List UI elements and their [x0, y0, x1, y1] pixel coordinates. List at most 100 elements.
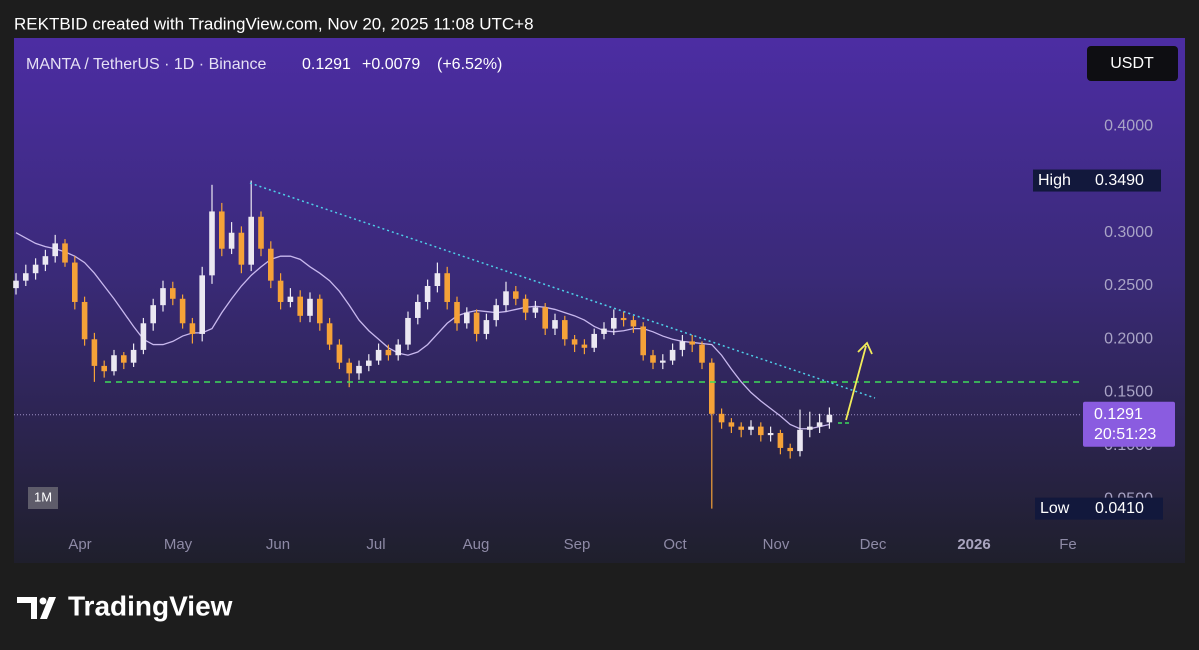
trend-line	[249, 182, 876, 399]
candle-body	[601, 328, 607, 334]
change: +0.0079	[362, 56, 420, 73]
x-tick-label: Jul	[366, 536, 385, 553]
candle-body	[503, 291, 509, 306]
candle-body	[464, 312, 470, 324]
candle-body	[23, 273, 29, 281]
candle-body	[317, 298, 323, 324]
candle-body	[562, 320, 568, 340]
candle-body	[669, 349, 676, 361]
candle-body	[170, 288, 176, 299]
candle-body	[160, 288, 166, 306]
marker-name: High	[1038, 172, 1071, 189]
marker-box	[1033, 169, 1161, 192]
candle-body	[660, 360, 666, 363]
price-tag-box	[1083, 401, 1175, 447]
price-axis: 0.40000.30000.25000.20000.15000.10000.05…	[1033, 117, 1175, 520]
candle-body	[385, 349, 392, 356]
candle-body	[493, 305, 499, 321]
candle-body	[454, 301, 460, 324]
candle-body	[473, 312, 480, 334]
candle-body	[81, 301, 88, 340]
candle-body	[179, 298, 186, 324]
candle-body	[62, 243, 68, 263]
x-tick-label: Fe	[1059, 536, 1077, 553]
candle-body	[307, 298, 313, 316]
marker-value: 0.0410	[1095, 500, 1144, 517]
candle-body	[297, 296, 303, 316]
candle-body	[513, 291, 519, 299]
candle-body	[228, 232, 235, 249]
symbol: MANTA / TetherUS · 1D · Binance	[26, 56, 266, 73]
footer-brand: TradingView	[68, 590, 233, 621]
candle-body	[405, 317, 411, 345]
candle-body	[189, 323, 196, 334]
candle-body	[150, 305, 156, 324]
candle-body	[258, 216, 264, 249]
marker-box	[1035, 497, 1163, 520]
interval-button[interactable]	[28, 487, 58, 509]
candle-body	[826, 414, 833, 423]
candle-body	[797, 429, 803, 452]
plot	[13, 180, 1080, 509]
candle-body	[72, 262, 78, 302]
x-tick-label: Jun	[266, 536, 290, 553]
chart-pane	[14, 38, 1185, 563]
candle-body	[42, 256, 49, 265]
candle-body	[552, 320, 558, 329]
candle-body	[434, 273, 441, 286]
candle-body	[650, 355, 656, 363]
candle-body	[767, 433, 774, 436]
candle-body	[611, 317, 617, 329]
candle-body	[699, 344, 705, 363]
x-tick-label: Oct	[663, 536, 687, 553]
candle-body	[522, 298, 529, 313]
candle-body	[542, 307, 548, 329]
candle-body	[52, 243, 58, 257]
candle-body	[728, 422, 735, 427]
candle-body	[101, 365, 107, 372]
candle-body	[591, 333, 597, 348]
candle-body	[758, 426, 764, 436]
x-tick-label: Dec	[860, 536, 887, 553]
candle-body	[571, 339, 578, 345]
candle-body	[807, 426, 813, 430]
currency-button[interactable]	[1087, 46, 1178, 81]
logo-mark	[17, 597, 56, 619]
change-pct: (+6.52%)	[437, 56, 502, 73]
candle-body	[709, 362, 715, 414]
candle-body	[581, 344, 588, 348]
x-tick-label: Aug	[463, 536, 490, 553]
candle-body	[640, 326, 646, 356]
candle-body	[620, 317, 627, 321]
y-tick-label: 0.1500	[1104, 384, 1153, 401]
candle-body	[532, 307, 539, 313]
candle-body	[689, 341, 695, 345]
interval-label: 1M	[34, 489, 52, 504]
y-tick-label: 0.2000	[1104, 330, 1153, 347]
candle-body	[140, 323, 147, 350]
candle-body	[395, 344, 401, 356]
candle-body	[356, 365, 362, 374]
candle-body	[777, 433, 784, 448]
candle-body	[483, 320, 490, 334]
candle-body	[287, 296, 294, 302]
logo-dot	[39, 597, 47, 605]
candle-body	[130, 349, 137, 363]
y-tick-label: 0.3000	[1104, 224, 1153, 241]
last-price: 0.1291	[302, 56, 351, 73]
price-tag-countdown: 20:51:23	[1094, 426, 1156, 443]
price-tag-value: 0.1291	[1094, 406, 1143, 423]
candle-body	[13, 280, 19, 289]
footer-logo: TradingView	[17, 590, 233, 621]
candle-body	[326, 323, 333, 345]
candle-body	[718, 413, 725, 423]
candle-body	[121, 355, 127, 363]
candle-body	[277, 280, 284, 302]
candle-body	[219, 211, 225, 249]
candle-body	[209, 211, 215, 276]
header: REKTBID created with TradingView.com, No…	[14, 14, 534, 33]
arrow	[845, 341, 873, 421]
candle-body	[199, 275, 205, 334]
candle-body	[248, 216, 254, 265]
